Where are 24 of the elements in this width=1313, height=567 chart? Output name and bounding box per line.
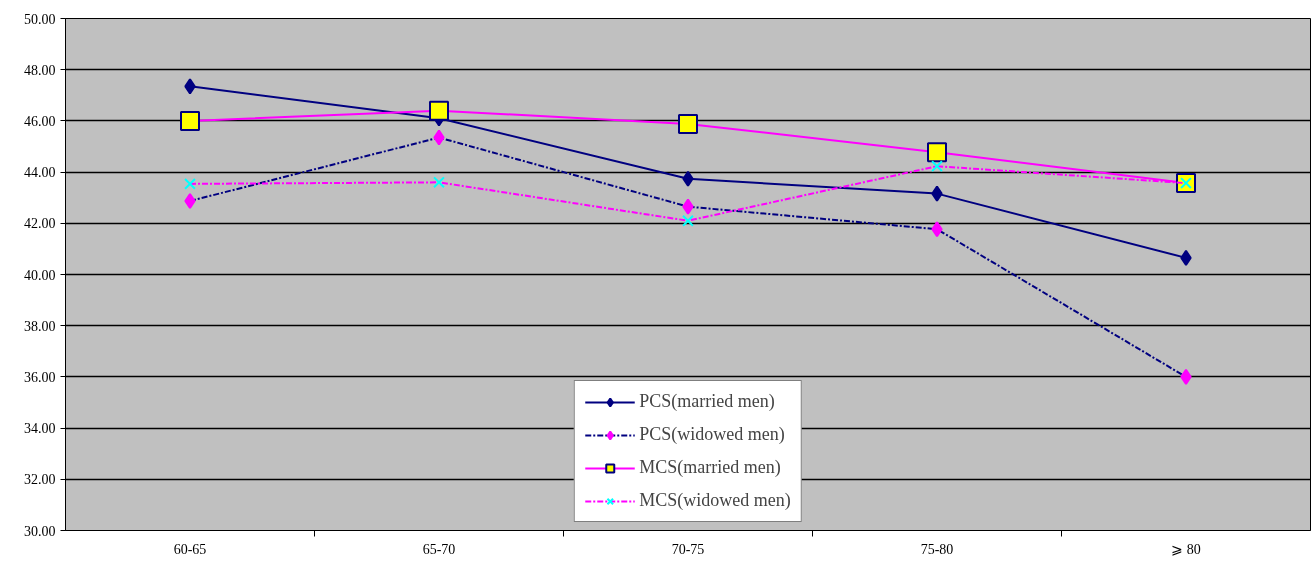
legend-label: PCS(married men) [639, 391, 775, 412]
y-tick-label: 34.00 [24, 421, 56, 437]
y-tick-label: 40.00 [24, 267, 56, 283]
point [184, 78, 196, 95]
y-tick-label: 36.00 [24, 369, 56, 385]
x-tick-label: 75-80 [920, 541, 954, 557]
y-tick-label: 46.00 [24, 113, 56, 129]
point [682, 170, 694, 187]
x-tick-label: 60-65 [173, 541, 207, 557]
point [1180, 249, 1192, 266]
x-tick-label: 65-70 [422, 541, 456, 557]
x-tick-label: 70-75 [671, 541, 705, 557]
y-tick-label: 30.00 [24, 523, 56, 539]
legend-label: MCS(married men) [639, 457, 781, 478]
legend-label: MCS(widowed men) [639, 490, 791, 511]
y-tick-label: 44.00 [24, 165, 56, 181]
y-tick-label: 42.00 [24, 216, 56, 232]
y-tick-label: 38.00 [24, 318, 56, 334]
x-tick-label: ⩾ 80 [1171, 541, 1201, 557]
legend-label: PCS(widowed men) [639, 424, 785, 445]
y-tick-label: 50.00 [24, 11, 56, 27]
y-tick-label: 48.00 [24, 62, 56, 78]
y-tick-label: 32.00 [24, 472, 56, 488]
point [931, 185, 943, 202]
